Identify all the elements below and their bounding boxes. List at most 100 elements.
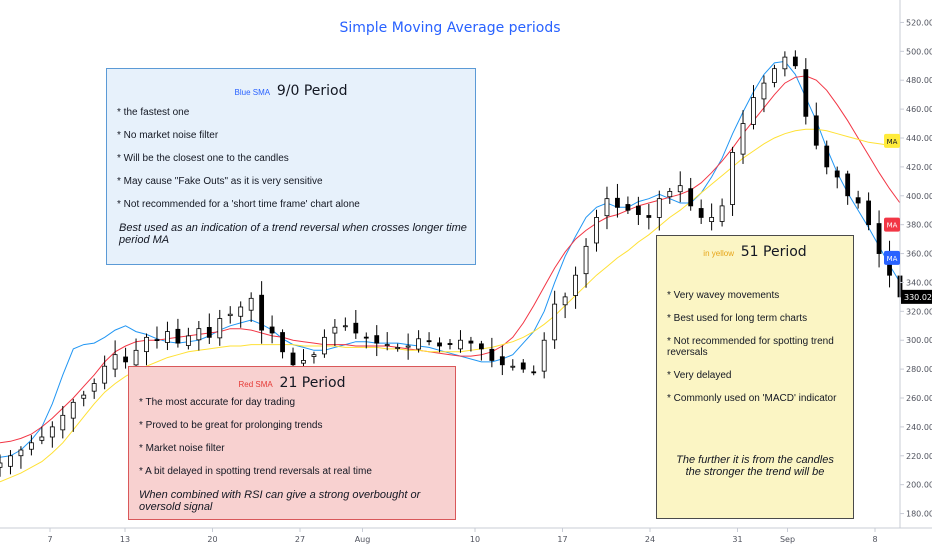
- note-blue-title: 9/0 Period: [276, 83, 348, 99]
- y-tick-label: 280.00: [906, 365, 932, 374]
- candle-body: [363, 336, 369, 339]
- candle-body: [259, 294, 265, 331]
- candle-body: [468, 340, 474, 344]
- candle-body: [803, 69, 809, 117]
- candle-body: [426, 340, 432, 343]
- note-red-bullet: * The most accurate for day trading: [139, 397, 296, 408]
- candle-body: [437, 342, 442, 347]
- x-tick-label: 7: [47, 535, 52, 544]
- candle-body: [604, 198, 610, 217]
- chart-title: Simple Moving Average periods: [339, 20, 561, 36]
- ma-badge: [884, 250, 900, 265]
- price-label-box: [901, 289, 932, 304]
- candle-body: [855, 197, 861, 204]
- note-blue-bullet: * Not recommended for a 'short time fram…: [117, 199, 360, 210]
- candle-body: [824, 145, 830, 168]
- candle-body: [416, 338, 422, 350]
- candle-body: [280, 332, 285, 353]
- note-yellow-bullet: * Very wavey movements: [667, 290, 780, 301]
- y-tick-label: 500.00: [906, 47, 932, 56]
- note-yellow-bullet: * Very delayed: [667, 370, 732, 381]
- note-blue-tag: Blue SMA: [234, 88, 271, 97]
- note-blue-list: * the fastest one * No market noise filt…: [107, 107, 475, 210]
- candle-body: [70, 401, 76, 419]
- candle-body: [165, 331, 170, 343]
- candle-body: [562, 296, 568, 306]
- candle-body: [531, 371, 537, 374]
- candle-body: [667, 191, 673, 198]
- note-blue-bullet: * Will be the closest one to the candles: [117, 153, 289, 164]
- candle-body: [740, 123, 746, 155]
- y-tick-label: 520.00: [906, 18, 932, 27]
- candle-body: [709, 217, 715, 222]
- candle-body: [447, 343, 453, 345]
- candle-body: [751, 97, 756, 125]
- x-tick-label: 13: [120, 535, 130, 544]
- note-red-tag: Red SMA: [238, 380, 273, 389]
- y-tick-label: 400.00: [906, 192, 932, 201]
- candle-body: [478, 343, 484, 350]
- y-tick-label: 360.00: [906, 250, 932, 259]
- candle-body: [813, 115, 819, 146]
- note-yellow-header: in yellow 51 Period: [657, 244, 853, 260]
- candle-body: [792, 56, 798, 67]
- candle-body: [311, 354, 317, 357]
- note-yellow-title: 51 Period: [740, 244, 807, 260]
- candle-body: [615, 197, 620, 208]
- candle-body: [520, 362, 526, 370]
- candle-body: [248, 297, 254, 311]
- candle-body: [49, 426, 55, 438]
- y-tick-label: 340.00: [906, 278, 932, 287]
- candle-body: [510, 365, 516, 368]
- note-yellow-bullet: * Best used for long term charts: [667, 313, 808, 324]
- x-tick-label: Sep: [780, 535, 795, 544]
- candle-body: [688, 188, 694, 207]
- x-tick-label: 20: [207, 535, 217, 544]
- candle-body: [499, 356, 505, 366]
- candle-body: [102, 365, 108, 384]
- y-tick-label: 320.00: [906, 307, 932, 316]
- candle-body: [144, 336, 149, 353]
- note-yellow-bullet: * Not recommended for spotting trend rev…: [667, 336, 834, 358]
- candle-body: [290, 352, 296, 366]
- moving-averages: [0, 60, 901, 483]
- note-yellow-footer: The further it is from the candles the s…: [657, 454, 853, 478]
- candle-body: [573, 274, 578, 296]
- note-blue-footer: Best used as an indication of a trend re…: [119, 222, 467, 246]
- candle-body: [133, 349, 139, 366]
- candle-body: [39, 436, 45, 441]
- candle-body: [677, 185, 683, 193]
- candle-body: [782, 56, 788, 70]
- x-tick-label: 8: [872, 535, 877, 544]
- price-label: 330.02: [904, 293, 932, 302]
- y-tick-label: 380.00: [906, 221, 932, 230]
- candle-body: [405, 345, 411, 348]
- note-red-list: * The most accurate for day trading * Pr…: [129, 397, 455, 477]
- candle-body: [81, 394, 87, 399]
- candle-body: [269, 326, 275, 334]
- x-tick-label: 31: [732, 535, 742, 544]
- candle-body: [227, 313, 233, 317]
- note-red-bullet: * A bit delayed in spotting trend revers…: [139, 466, 372, 477]
- candle-body: [217, 318, 223, 339]
- candle-body: [395, 347, 401, 349]
- candle-body: [353, 322, 359, 334]
- note-red-footer: When combined with RSI can give a strong…: [139, 489, 421, 513]
- note-yellow-tag: in yellow: [703, 249, 734, 258]
- candle-body: [112, 354, 118, 370]
- y-tick-label: 460.00: [906, 105, 932, 114]
- candle-body: [384, 344, 390, 346]
- note-red-sma: Red SMA 21 Period * The most accurate fo…: [128, 366, 456, 520]
- x-tick-label: 24: [645, 535, 655, 544]
- candle-body: [646, 215, 652, 218]
- note-yellow-sma: in yellow 51 Period * Very wavey movemen…: [656, 235, 854, 519]
- y-tick-label: 220.00: [906, 452, 932, 461]
- candle-body: [374, 335, 380, 344]
- candle-body: [28, 442, 34, 450]
- y-tick-label: 300.00: [906, 336, 932, 345]
- x-tick-label: 27: [295, 535, 305, 544]
- candle-body: [301, 360, 306, 364]
- candle-body: [332, 326, 338, 334]
